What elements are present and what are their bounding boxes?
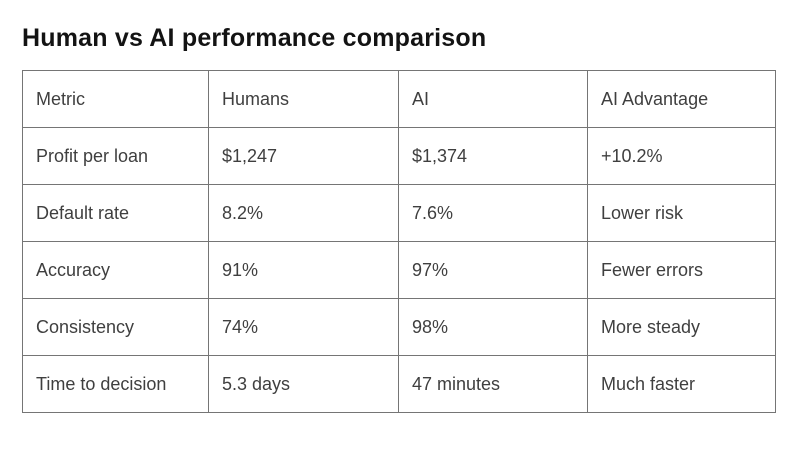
comparison-table: Metric Humans AI AI Advantage Profit per… <box>22 70 776 413</box>
cell-humans: $1,247 <box>208 127 399 185</box>
cell-ai-advantage: More steady <box>587 298 776 356</box>
table-row: Default rate 8.2% 7.6% Lower risk <box>22 184 776 242</box>
column-header-ai: AI <box>398 70 588 128</box>
cell-ai-advantage: Much faster <box>587 355 776 413</box>
cell-ai: $1,374 <box>398 127 588 185</box>
cell-ai: 98% <box>398 298 588 356</box>
cell-humans: 74% <box>208 298 399 356</box>
table-row: Profit per loan $1,247 $1,374 +10.2% <box>22 127 776 185</box>
page-title: Human vs AI performance comparison <box>22 24 487 52</box>
cell-ai-advantage: Fewer errors <box>587 241 776 299</box>
cell-metric: Default rate <box>22 184 209 242</box>
cell-humans: 91% <box>208 241 399 299</box>
table-row: Consistency 74% 98% More steady <box>22 298 776 356</box>
cell-ai-advantage: Lower risk <box>587 184 776 242</box>
cell-metric: Profit per loan <box>22 127 209 185</box>
column-header-metric: Metric <box>22 70 209 128</box>
cell-metric: Accuracy <box>22 241 209 299</box>
cell-humans: 5.3 days <box>208 355 399 413</box>
table-row: Time to decision 5.3 days 47 minutes Muc… <box>22 355 776 413</box>
cell-ai-advantage: +10.2% <box>587 127 776 185</box>
cell-metric: Time to decision <box>22 355 209 413</box>
cell-ai: 47 minutes <box>398 355 588 413</box>
table-header-row: Metric Humans AI AI Advantage <box>22 70 776 128</box>
column-header-ai-advantage: AI Advantage <box>587 70 776 128</box>
column-header-humans: Humans <box>208 70 399 128</box>
cell-humans: 8.2% <box>208 184 399 242</box>
cell-metric: Consistency <box>22 298 209 356</box>
table-row: Accuracy 91% 97% Fewer errors <box>22 241 776 299</box>
cell-ai: 97% <box>398 241 588 299</box>
cell-ai: 7.6% <box>398 184 588 242</box>
